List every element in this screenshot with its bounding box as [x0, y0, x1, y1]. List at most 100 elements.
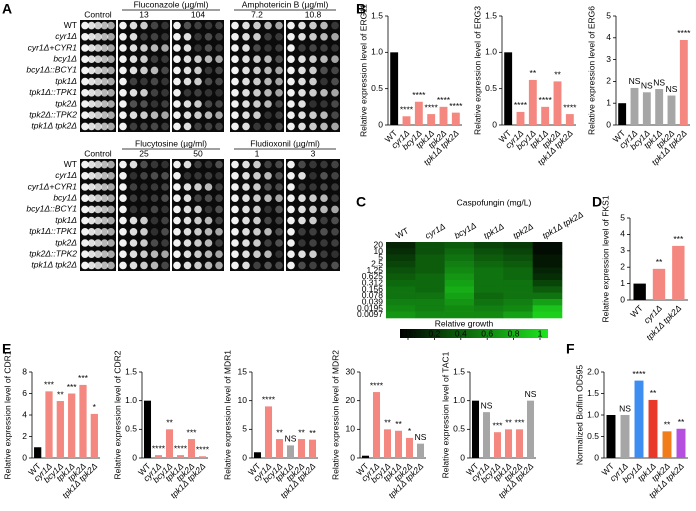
strain-label: cyr1Δ+CYR1: [28, 181, 78, 191]
spot: [231, 111, 239, 119]
bar: [79, 384, 87, 458]
bar: [620, 415, 630, 458]
column-label: WT: [394, 225, 410, 240]
spot: [309, 33, 317, 41]
spot: [150, 183, 159, 191]
spot: [242, 205, 250, 214]
y-tick-label: 3: [620, 245, 625, 255]
dose-label: 25: [139, 148, 149, 158]
y-tick-label: 4: [606, 32, 611, 42]
strain-label: bcy1Δ::BCY1: [26, 65, 77, 75]
spot: [309, 21, 317, 30]
spot: [253, 89, 261, 97]
significance-label: ****: [539, 95, 553, 105]
spot: [87, 100, 96, 108]
heatmap-cell: [415, 305, 445, 312]
spot: [183, 160, 192, 169]
spot: [204, 122, 213, 131]
spot: [183, 33, 192, 41]
bar: [606, 415, 616, 458]
spot: [331, 250, 339, 258]
y-tick-label: 0: [606, 119, 611, 129]
spot: [173, 44, 181, 52]
bar: [516, 111, 525, 125]
row-label: 0.625: [362, 271, 384, 281]
spot: [129, 21, 138, 30]
spot: [119, 183, 127, 191]
spot: [194, 216, 202, 225]
spot: [107, 100, 115, 108]
y-tick-label: 1.5: [453, 366, 465, 376]
spot: [94, 55, 102, 63]
spot: [81, 100, 89, 108]
spot: [242, 160, 250, 169]
spot: [287, 172, 295, 180]
heatmap-cell: [532, 292, 563, 300]
spot: [331, 100, 339, 108]
spot: [107, 261, 115, 270]
spot: [161, 44, 169, 52]
spot: [320, 111, 328, 119]
spot: [320, 44, 328, 52]
spot: [81, 183, 89, 191]
spot: [183, 205, 192, 214]
spot: [94, 194, 102, 202]
spot: [231, 228, 239, 236]
spot: [331, 21, 339, 30]
spot: [161, 55, 169, 63]
heatmap-cell: [532, 273, 563, 281]
bar: [652, 268, 666, 300]
significance-label: **: [298, 427, 305, 437]
spot: [204, 100, 213, 108]
spot: [140, 89, 148, 97]
strain-label: tpk1Δ tpk2Δ: [31, 260, 77, 270]
heatmap-cell: [415, 273, 445, 281]
y-tick-label: 5: [606, 10, 611, 20]
heatmap-cell: [444, 261, 475, 268]
spot: [275, 183, 283, 191]
bar: [618, 103, 627, 125]
spot: [100, 21, 109, 30]
spot: [173, 239, 181, 247]
significance-label: NS: [641, 81, 653, 91]
spot: [309, 55, 317, 63]
panel-label: C: [356, 194, 366, 210]
spot: [129, 216, 138, 225]
spot: [161, 66, 169, 75]
spot: [119, 33, 127, 41]
spot: [81, 111, 89, 119]
spot: [161, 111, 169, 119]
significance-label: NS: [666, 84, 678, 94]
significance-label: **: [656, 257, 663, 267]
heatmap-cell: [444, 311, 475, 319]
y-tick-label: 0.5: [453, 424, 465, 434]
heatmap-cell: [386, 280, 416, 287]
spot: [161, 89, 169, 97]
y-tick-label: 10: [238, 395, 248, 405]
spot: [100, 44, 109, 52]
bar: [56, 401, 64, 458]
bar: [648, 399, 658, 458]
y-tick-label: 0: [460, 452, 465, 462]
spot: [150, 66, 159, 75]
spot: [231, 250, 239, 258]
spot: [298, 100, 306, 108]
spot: [309, 100, 317, 108]
row-label: 10: [374, 246, 384, 256]
y-axis-title: Normalized Biofilm OD595: [574, 365, 584, 465]
spot: [320, 55, 328, 63]
heatmap-cell: [415, 286, 445, 293]
strain-label: tpk1Δ::TPK1: [29, 226, 77, 236]
spot: [81, 216, 89, 225]
spot: [242, 55, 250, 63]
spot: [87, 250, 96, 258]
spot: [119, 205, 127, 214]
spot: [204, 250, 213, 258]
spot: [87, 33, 96, 41]
spot: [183, 89, 192, 97]
spot: [309, 77, 317, 86]
spot: [100, 122, 109, 131]
heatmap-cell: [474, 261, 504, 268]
heatmap-cell: [532, 299, 563, 306]
spot: [287, 183, 295, 191]
